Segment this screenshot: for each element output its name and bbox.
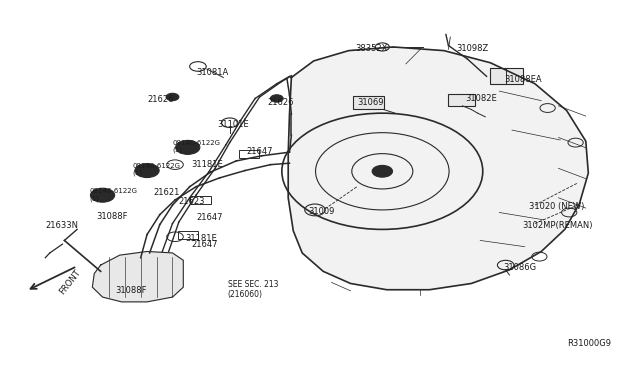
- Text: 31082E: 31082E: [465, 94, 497, 103]
- Text: 31098Z: 31098Z: [457, 44, 489, 52]
- Text: 38352X: 38352X: [355, 44, 387, 52]
- Text: 31081A: 31081A: [196, 68, 228, 77]
- Text: B: B: [100, 191, 105, 200]
- Circle shape: [90, 188, 115, 202]
- Text: 21647: 21647: [191, 240, 218, 248]
- Text: R31000G9: R31000G9: [566, 339, 611, 348]
- Circle shape: [135, 164, 159, 177]
- Text: 31088EA: 31088EA: [504, 75, 542, 84]
- Polygon shape: [92, 251, 183, 302]
- Text: SEE SEC. 213
(216060): SEE SEC. 213 (216060): [228, 280, 278, 299]
- Text: 21623: 21623: [179, 197, 205, 206]
- Text: 31181E: 31181E: [185, 234, 217, 243]
- Polygon shape: [288, 47, 588, 290]
- Text: 08146-6122G
(1): 08146-6122G (1): [173, 140, 221, 153]
- Text: 31009: 31009: [308, 206, 335, 215]
- Text: B: B: [186, 143, 190, 152]
- Bar: [239, 150, 259, 158]
- Text: 31088F: 31088F: [96, 212, 128, 221]
- Text: FRONT: FRONT: [58, 268, 83, 296]
- Text: 21626: 21626: [147, 95, 173, 104]
- Circle shape: [175, 140, 200, 154]
- Text: 08146-6122G
(1): 08146-6122G (1): [90, 189, 138, 202]
- Bar: [490, 68, 524, 84]
- Text: B: B: [145, 166, 149, 175]
- Text: 31088F: 31088F: [115, 286, 147, 295]
- Text: 31086G: 31086G: [503, 263, 536, 272]
- Circle shape: [166, 93, 179, 101]
- Text: 21626: 21626: [268, 97, 294, 107]
- Bar: [177, 231, 198, 238]
- Circle shape: [372, 166, 392, 177]
- Text: 3102MP(REMAN): 3102MP(REMAN): [522, 221, 593, 230]
- Circle shape: [271, 95, 283, 102]
- Text: 31181E: 31181E: [191, 160, 223, 169]
- Text: 21647: 21647: [247, 147, 273, 155]
- Text: 21633N: 21633N: [45, 221, 78, 230]
- Text: 08146-6122G
(1): 08146-6122G (1): [132, 163, 180, 176]
- Text: 21647: 21647: [196, 213, 223, 222]
- Text: 31069: 31069: [357, 97, 383, 107]
- Text: 21621: 21621: [154, 188, 180, 197]
- Bar: [353, 96, 383, 109]
- Bar: [449, 94, 475, 106]
- Bar: [190, 196, 211, 204]
- Text: 31020 (NEW): 31020 (NEW): [529, 202, 584, 211]
- Text: 31101E: 31101E: [217, 120, 248, 129]
